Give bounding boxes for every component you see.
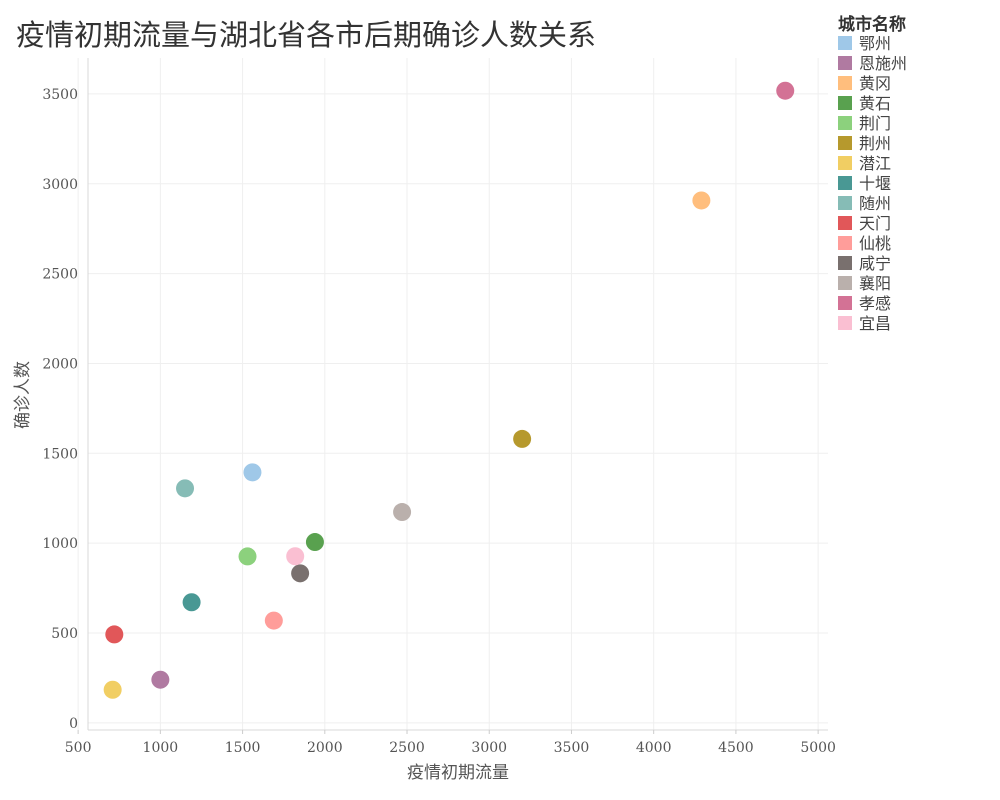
data-point[interactable] [182, 593, 201, 612]
x-tick-label: 1500 [225, 740, 261, 756]
y-tick-label: 1500 [42, 446, 78, 462]
legend-label: 十堰 [859, 174, 891, 193]
legend-title: 城市名称 [838, 14, 906, 35]
data-point[interactable] [305, 533, 324, 552]
legend-label: 恩施州 [859, 54, 907, 73]
data-point[interactable] [393, 503, 412, 522]
y-tick-label: 1000 [42, 536, 78, 552]
x-tick-label: 4000 [636, 740, 672, 756]
legend-label: 天门 [859, 214, 891, 233]
data-point[interactable] [692, 191, 711, 210]
x-tick-label: 5000 [800, 740, 836, 756]
data-point[interactable] [238, 547, 257, 566]
x-tick-label: 3500 [554, 740, 590, 756]
data-point[interactable] [243, 463, 262, 482]
legend-label: 荆州 [859, 134, 891, 153]
gridlines [77, 58, 828, 730]
y-tick-label: 2000 [42, 356, 78, 372]
x-tick-label: 500 [65, 740, 92, 756]
legend-swatch [838, 116, 852, 130]
data-point[interactable] [286, 547, 305, 566]
y-tick-label: 500 [51, 626, 78, 642]
y-axis-title: 确诊人数 [13, 361, 33, 429]
legend-swatch [838, 316, 852, 330]
data-point[interactable] [291, 564, 310, 583]
data-point[interactable] [176, 479, 195, 498]
legend-label: 仙桃 [859, 234, 891, 253]
legend-swatch [838, 256, 852, 270]
legend-label: 黄石 [859, 94, 891, 113]
legend-label: 潜江 [859, 154, 891, 173]
x-tick-label: 3000 [471, 740, 507, 756]
legend-swatch [838, 176, 852, 190]
data-point[interactable] [264, 611, 283, 630]
legend-swatch [838, 296, 852, 310]
data-point[interactable] [151, 670, 170, 689]
x-axis-title: 疫情初期流量 [407, 763, 509, 783]
y-tick-label: 2500 [42, 267, 78, 283]
legend-swatch [838, 36, 852, 50]
legend-label: 随州 [859, 194, 891, 213]
data-points [103, 81, 795, 699]
legend-swatch [838, 96, 852, 110]
legend-label: 襄阳 [859, 274, 891, 293]
legend-swatch [838, 136, 852, 150]
y-axis-ticks: 0 500 1000 1500 2000 2500 3000 3500 [42, 87, 78, 732]
legend-swatch [838, 276, 852, 290]
legend-swatch [838, 76, 852, 90]
y-tick-label: 0 [69, 716, 78, 732]
legend-swatch [838, 216, 852, 230]
x-tick-label: 2500 [389, 740, 425, 756]
legend-label: 孝感 [859, 294, 891, 313]
legend-label: 鄂州 [859, 34, 891, 53]
legend-label: 荆门 [859, 114, 891, 133]
legend-swatch [838, 196, 852, 210]
legend-label: 咸宁 [859, 254, 891, 273]
y-tick-label: 3500 [42, 87, 78, 103]
legend-swatch [838, 236, 852, 250]
legend-swatch [838, 156, 852, 170]
y-tick-label: 3000 [42, 177, 78, 193]
x-tick-label: 2000 [307, 740, 343, 756]
legend-label: 黄冈 [859, 74, 891, 93]
data-point[interactable] [513, 429, 532, 448]
x-tick-label: 1000 [143, 740, 179, 756]
data-point[interactable] [776, 81, 795, 100]
data-point[interactable] [105, 625, 124, 644]
x-tick-label: 4500 [718, 740, 754, 756]
chart-title: 疫情初期流量与湖北省各市后期确诊人数关系 [16, 18, 596, 52]
data-point[interactable] [103, 680, 122, 699]
legend-swatch [838, 56, 852, 70]
x-axis-ticks: 500 1000 1500 2000 2500 3000 3500 4000 4500 5000 [65, 730, 836, 756]
legend-label: 宜昌 [859, 314, 891, 333]
